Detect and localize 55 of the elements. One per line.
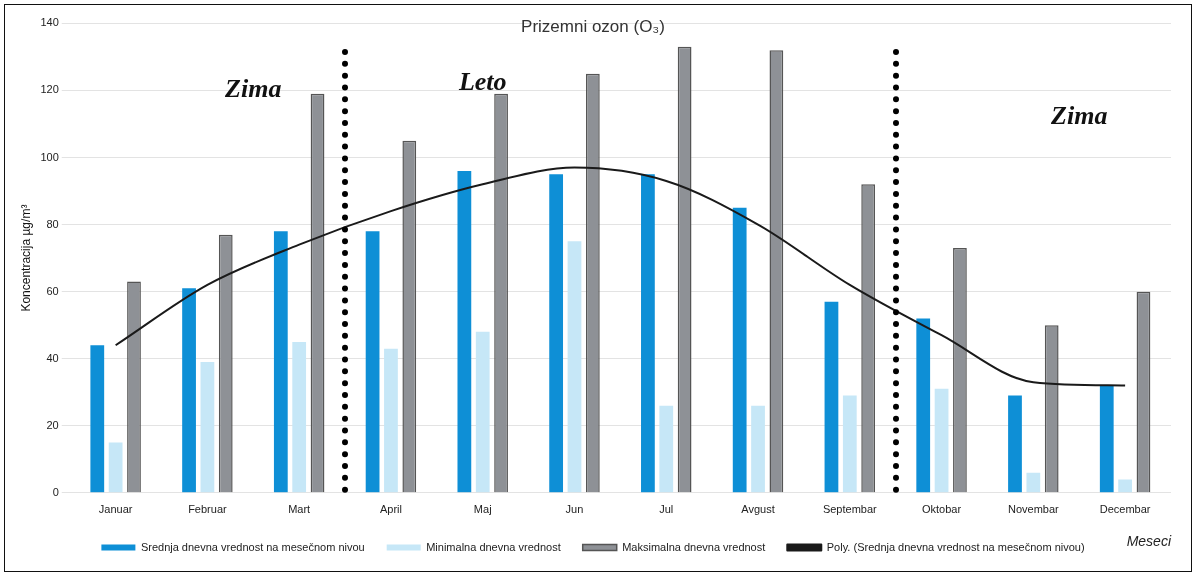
x-axis-title: Meseci: [1126, 532, 1172, 549]
x-tick-label: Jul: [659, 503, 674, 516]
x-tick-label: April: [379, 503, 402, 516]
x-tick-label: Septembar: [822, 503, 878, 516]
line-series: [114, 166, 1127, 387]
bar: [916, 318, 931, 493]
annotation: Zima: [224, 74, 282, 104]
x-tick-label: Jun: [565, 503, 584, 516]
y-tick-label: 20: [46, 418, 59, 431]
bar: [457, 170, 472, 493]
y-tick-label: 0: [52, 485, 59, 498]
x-tick-label: Mart: [288, 503, 311, 516]
bar: [567, 241, 582, 493]
bar: [751, 405, 765, 493]
bar: [90, 345, 105, 493]
bar: [475, 331, 490, 493]
bar: [659, 405, 674, 493]
annotation: Zima: [1050, 101, 1108, 130]
y-tick-label: 40: [46, 351, 59, 364]
x-tick-label: Novembar: [1007, 503, 1060, 516]
legend-label: Srednja dnevna vrednost na mesečnom nivou: [140, 540, 365, 553]
y-tick-label: 120: [40, 83, 59, 96]
legend-label: Poly. (Srednja dnevna vrednost na mesečnom nivou): [826, 540, 1085, 553]
bar: [934, 388, 949, 493]
bar: [365, 231, 380, 493]
y-tick-label: 80: [46, 217, 59, 230]
x-tick-label: Avgust: [741, 503, 775, 516]
bar: [824, 301, 839, 493]
x-tick-label: Februar: [188, 503, 227, 516]
chart-title: Prizemni ozon (O₃): [521, 16, 665, 36]
bar: [1026, 472, 1041, 493]
bar: [842, 395, 857, 493]
bar: [182, 288, 196, 493]
bar: [1099, 385, 1114, 493]
bar: [549, 174, 564, 493]
bar: [384, 348, 398, 493]
bar: [273, 231, 288, 493]
bar: [292, 341, 307, 493]
legend-label: Maksimalna dnevna vrednost: [622, 540, 766, 553]
bar: [732, 207, 747, 493]
y-tick-label: 60: [46, 284, 59, 297]
bar: [641, 174, 655, 493]
y-axis-title: Koncentracija µg/m³: [18, 204, 33, 312]
x-tick-label: Decembar: [1099, 503, 1151, 516]
x-tick-label: Maj: [473, 503, 492, 516]
legend-label: Minimalna dnevna vrednost: [426, 540, 561, 553]
x-tick-label: Oktobar: [922, 503, 962, 516]
bar: [1008, 395, 1022, 493]
bar: [200, 362, 215, 493]
bar: [108, 442, 123, 493]
bar: [1118, 479, 1132, 493]
annotation: Leto: [457, 67, 507, 97]
x-tick-label: Januar: [98, 503, 133, 516]
y-tick-label: 140: [40, 16, 59, 29]
y-tick-label: 100: [40, 150, 59, 163]
